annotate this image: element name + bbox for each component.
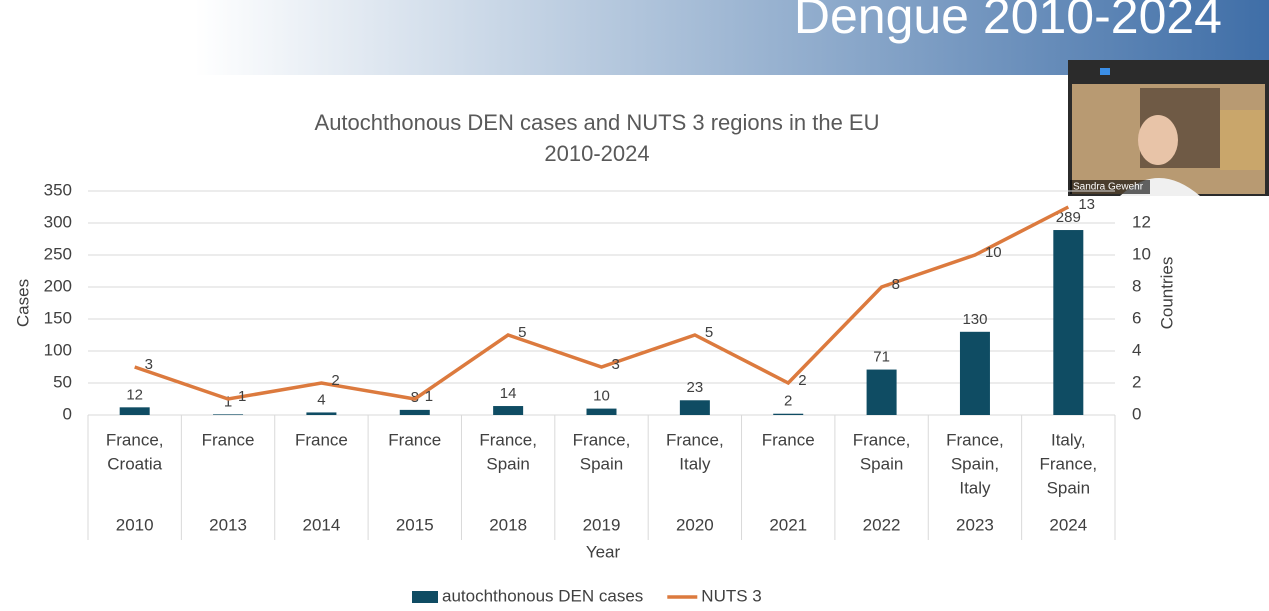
bar — [119, 407, 150, 415]
y-tick-label: 150 — [44, 308, 72, 327]
y2-tick-label: 8 — [1132, 276, 1141, 295]
country-label: France — [295, 430, 348, 449]
country-label: Italy — [959, 478, 991, 497]
bar — [399, 409, 430, 415]
y2-tick-label: 0 — [1132, 404, 1141, 423]
y-tick-label: 250 — [44, 244, 72, 263]
data-label: 1 — [224, 393, 232, 410]
y-tick-label: 200 — [44, 276, 72, 295]
legend-label: NUTS 3 — [701, 586, 761, 605]
y-tick-label: 300 — [44, 212, 72, 231]
legend-label: autochthonous DEN cases — [442, 586, 643, 605]
data-label: 2 — [784, 393, 792, 410]
bar — [306, 412, 337, 415]
country-label: Italy — [679, 454, 711, 473]
y-tick-label: 0 — [63, 404, 72, 423]
y2-tick-label: 12 — [1132, 212, 1151, 231]
data-label: 2 — [798, 372, 806, 389]
bar — [679, 400, 710, 415]
country-label: Spain — [580, 454, 623, 473]
bar — [866, 369, 897, 415]
country-label: France, — [106, 430, 164, 449]
country-label: Spain — [1047, 478, 1090, 497]
x-tick-label: 2013 — [209, 515, 247, 534]
face — [1138, 115, 1178, 165]
bar — [493, 406, 524, 415]
y2-axis-title: Countries — [1157, 257, 1176, 330]
y2-tick-label: 4 — [1132, 340, 1141, 359]
bar — [213, 414, 244, 415]
bar — [1053, 230, 1084, 415]
bar — [586, 408, 617, 415]
x-axis-title: Year — [586, 542, 621, 561]
country-label: France, — [666, 430, 724, 449]
y-tick-label: 50 — [53, 372, 72, 391]
slide-title: Dengue 2010-2024 — [794, 0, 1222, 44]
participant-name: Sandra Gewehr — [1073, 182, 1144, 193]
x-tick-label: 2010 — [116, 515, 154, 534]
data-label: 13 — [1078, 196, 1095, 213]
country-label: France — [762, 430, 815, 449]
data-label: 10 — [985, 244, 1002, 261]
data-label: 5 — [705, 324, 713, 341]
x-tick-label: 2024 — [1049, 515, 1087, 534]
data-label: 5 — [518, 324, 526, 341]
x-tick-label: 2019 — [583, 515, 621, 534]
country-label: France, — [1039, 454, 1097, 473]
data-label: 289 — [1056, 209, 1081, 226]
data-label: 3 — [145, 356, 153, 373]
x-tick-label: 2021 — [769, 515, 807, 534]
x-tick-label: 2023 — [956, 515, 994, 534]
bar — [959, 331, 990, 415]
chart-title: 2010-2024 — [544, 141, 649, 166]
country-label: Spain — [486, 454, 529, 473]
country-label: Italy, — [1051, 430, 1086, 449]
icon — [1100, 68, 1110, 75]
country-label: France — [202, 430, 255, 449]
data-label: 3 — [612, 356, 620, 373]
y2-tick-label: 6 — [1132, 308, 1141, 327]
y2-tick-label: 10 — [1132, 244, 1151, 263]
country-label: Spain, — [951, 454, 999, 473]
legend-swatch — [412, 591, 438, 603]
data-label: 23 — [687, 379, 704, 396]
y-tick-label: 100 — [44, 340, 72, 359]
x-tick-label: 2014 — [302, 515, 340, 534]
country-label: France — [388, 430, 441, 449]
y2-tick-label: 2 — [1132, 372, 1141, 391]
country-label: France, — [946, 430, 1004, 449]
country-label: Croatia — [107, 454, 162, 473]
data-label: 2 — [331, 372, 339, 389]
country-label: Spain — [860, 454, 903, 473]
data-label: 130 — [962, 311, 987, 328]
line — [134, 205, 1070, 401]
webcam: Sandra Gewehr — [1068, 60, 1269, 196]
x-tick-label: 2020 — [676, 515, 714, 534]
country-label: France, — [479, 430, 537, 449]
data-label: 14 — [500, 385, 517, 402]
x-tick-label: 2015 — [396, 515, 434, 534]
country-label: France, — [573, 430, 631, 449]
y-tick-label: 350 — [44, 180, 72, 199]
data-label: 12 — [126, 386, 143, 403]
data-label: 71 — [873, 349, 890, 366]
data-label: 1 — [425, 388, 433, 405]
data-label: 4 — [317, 391, 325, 408]
board — [1220, 110, 1265, 170]
y-axis-title: Cases — [13, 279, 32, 327]
country-label: France, — [853, 430, 911, 449]
x-tick-label: 2018 — [489, 515, 527, 534]
data-label: 1 — [238, 388, 246, 405]
bar — [773, 413, 804, 415]
x-tick-label: 2022 — [863, 515, 901, 534]
data-label: 8 — [892, 276, 900, 293]
chart-title: Autochthonous DEN cases and NUTS 3 regio… — [315, 110, 880, 135]
data-label: 10 — [593, 388, 610, 405]
